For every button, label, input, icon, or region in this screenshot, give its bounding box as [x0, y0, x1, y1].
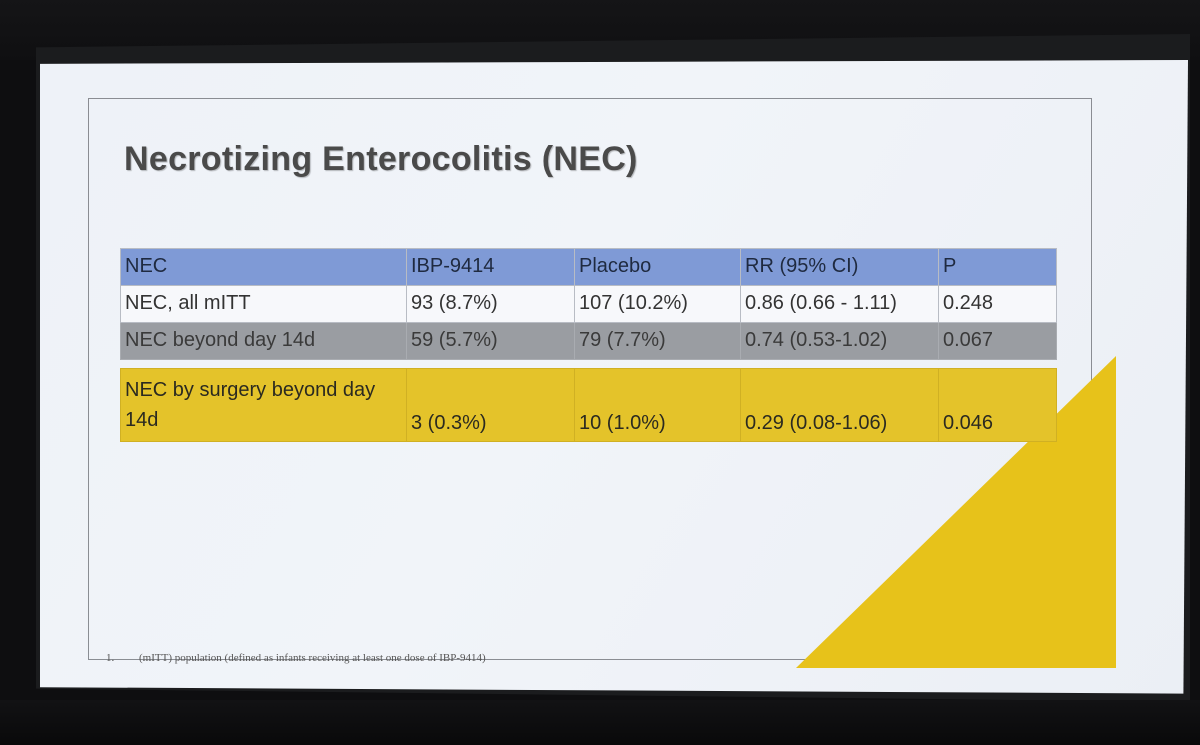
spacer-cell: [121, 360, 1057, 369]
row-label: NEC, all mITT: [120, 285, 407, 323]
table-row: NEC beyond day 14d 59 (5.7%) 79 (7.7%) 0…: [120, 322, 1057, 360]
rr-value: 0.86 (0.66 - 1.11): [740, 285, 939, 323]
presentation-slide: Necrotizing Enterocolitis (NEC) NEC IBP-…: [40, 60, 1188, 694]
placebo-value: 79 (7.7%): [574, 322, 741, 360]
ibp-9414-value: 3 (0.3%): [406, 368, 575, 442]
slide-footnote: 1. (mITT) population (defined as infants…: [106, 652, 486, 664]
footnote-number: 1.: [106, 652, 115, 664]
header-cell-ibp-9414: IBP-9414: [406, 248, 575, 286]
header-cell-p: P: [938, 248, 1057, 286]
rr-value: 0.29 (0.08-1.06): [740, 368, 939, 442]
placebo-value: 107 (10.2%): [574, 285, 741, 323]
header-cell-nec: NEC: [120, 248, 407, 286]
table-row-highlighted: NEC by surgery beyond day 14d 3 (0.3%) 1…: [120, 368, 1057, 442]
table-header-row: NEC IBP-9414 Placebo RR (95% CI) P: [120, 248, 1057, 286]
p-value: 0.067: [938, 322, 1057, 360]
p-value: 0.046: [938, 368, 1057, 442]
room-background-bottom: [0, 700, 1200, 745]
row-label: NEC beyond day 14d: [120, 322, 407, 360]
slide-title: Necrotizing Enterocolitis (NEC): [124, 140, 638, 178]
rr-value: 0.74 (0.53-1.02): [740, 322, 939, 360]
footnote-text: (mITT) population (defined as infants re…: [139, 652, 486, 664]
header-cell-placebo: Placebo: [574, 248, 741, 286]
p-value: 0.248: [938, 285, 1057, 323]
ibp-9414-value: 59 (5.7%): [406, 322, 575, 360]
ibp-9414-value: 93 (8.7%): [406, 285, 575, 323]
table-spacer-row: [121, 360, 1057, 369]
table-row: NEC, all mITT 93 (8.7%) 107 (10.2%) 0.86…: [120, 285, 1057, 323]
nec-results-table: NEC IBP-9414 Placebo RR (95% CI) P NEC, …: [120, 248, 1057, 442]
row-label: NEC by surgery beyond day 14d: [120, 368, 407, 442]
header-cell-rr: RR (95% CI): [740, 248, 939, 286]
slide-content-border: [88, 98, 1092, 660]
placebo-value: 10 (1.0%): [574, 368, 741, 442]
